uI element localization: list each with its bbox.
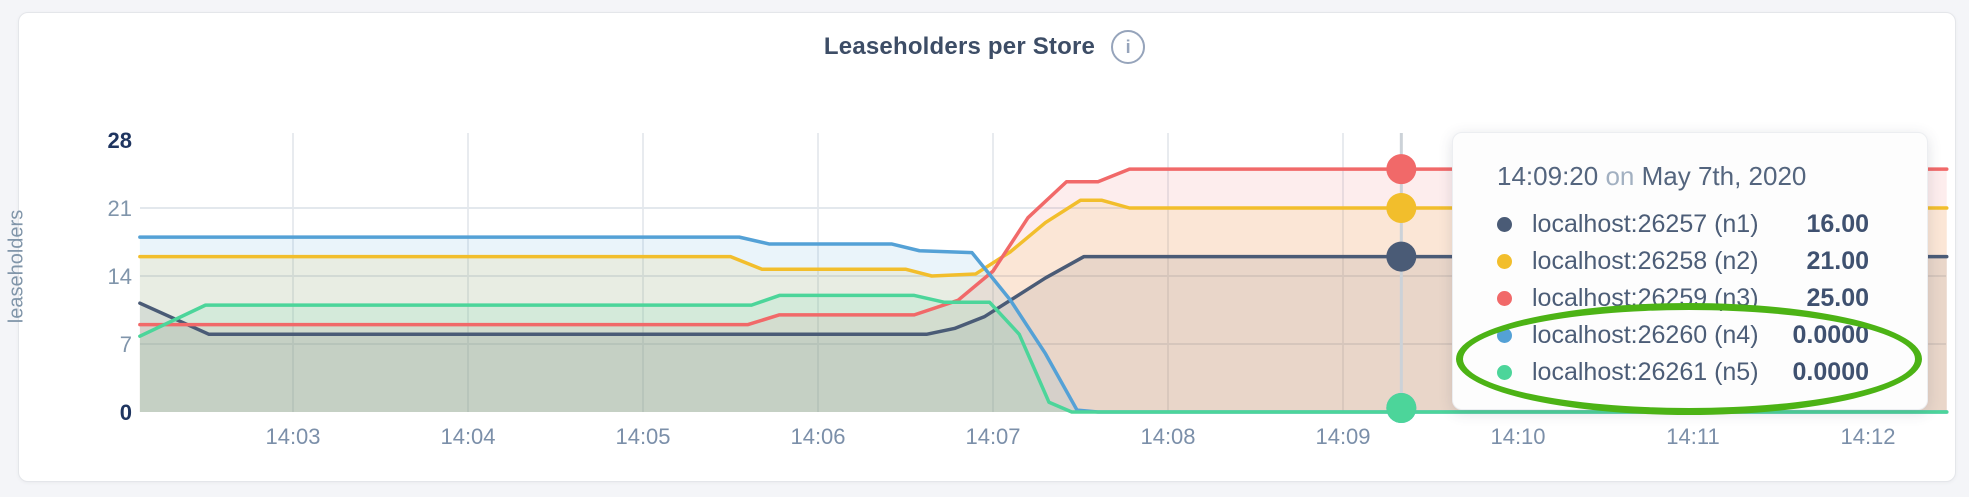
series-color-dot — [1497, 291, 1512, 306]
series-line-n5 — [138, 293, 1949, 414]
chart-header: Leaseholders per Store i — [0, 30, 1969, 64]
series-name: localhost:26258 (n2) — [1532, 247, 1759, 275]
hover-tooltip: 14:09:20 on May 7th, 2020 localhost:2625… — [1452, 132, 1928, 410]
tooltip-row: localhost:26257 (n1) 16.00 — [1497, 206, 1869, 243]
y-tick-label: 7 — [120, 332, 132, 357]
series-value: 0.0000 — [1792, 358, 1869, 386]
y-tick-label: 14 — [108, 264, 132, 289]
y-tick-label: 0 — [120, 400, 132, 425]
x-tick-label: 14:07 — [965, 424, 1020, 449]
x-tick-label: 14:05 — [615, 424, 670, 449]
tooltip-row: localhost:26258 (n2) 21.00 — [1497, 243, 1869, 280]
y-tick-label: 21 — [108, 196, 132, 221]
tooltip-header: 14:09:20 on May 7th, 2020 — [1497, 161, 1869, 192]
x-tick-label: 14:10 — [1490, 424, 1545, 449]
x-tick-label: 14:09 — [1315, 424, 1370, 449]
hover-marker-n3 — [1386, 154, 1417, 185]
series-value: 0.0000 — [1792, 321, 1869, 349]
series-color-dot — [1497, 217, 1512, 232]
series-value: 21.00 — [1806, 247, 1869, 275]
x-tick-label: 14:08 — [1140, 424, 1195, 449]
x-tick-label: 14:06 — [790, 424, 845, 449]
series-area-n4 — [139, 237, 1947, 412]
tooltip-date: May 7th, 2020 — [1641, 161, 1807, 191]
series-name: localhost:26260 (n4) — [1532, 321, 1759, 349]
tooltip-time: 14:09:20 — [1497, 161, 1599, 191]
info-icon[interactable]: i — [1111, 30, 1146, 64]
tooltip-on-word: on — [1605, 161, 1635, 191]
series-color-dot — [1497, 365, 1512, 380]
series-name: localhost:26257 (n1) — [1532, 210, 1759, 238]
series-color-dot — [1497, 254, 1512, 269]
hover-marker-n2 — [1386, 193, 1417, 223]
tooltip-row: localhost:26261 (n5) 0.0000 — [1497, 354, 1869, 391]
series-name: localhost:26261 (n5) — [1532, 358, 1759, 386]
series-color-dot — [1497, 328, 1512, 343]
x-tick-label: 14:11 — [1666, 424, 1719, 449]
tooltip-row: localhost:26259 (n3) 25.00 — [1497, 280, 1869, 317]
series-line-n3 — [138, 167, 1949, 327]
series-name: localhost:26259 (n3) — [1532, 284, 1759, 312]
tooltip-row: localhost:26260 (n4) 0.0000 — [1497, 317, 1869, 354]
series-line-n1 — [138, 254, 1949, 337]
y-tick-label: 28 — [108, 128, 132, 153]
hover-marker-n1 — [1386, 241, 1417, 272]
series-line-n2 — [138, 198, 1949, 278]
tooltip-rows: localhost:26257 (n1) 16.00 localhost:26258… — [1497, 206, 1869, 391]
series-value: 16.00 — [1806, 210, 1869, 238]
x-tick-label: 14:03 — [265, 424, 320, 449]
x-tick-label: 14:12 — [1840, 424, 1895, 449]
chart-title: Leaseholders per Store — [823, 33, 1096, 60]
x-tick-label: 14:04 — [440, 424, 495, 449]
hover-marker-n5 — [1386, 393, 1417, 423]
series-value: 25.00 — [1806, 284, 1869, 312]
y-axis-title: leaseholders — [5, 209, 28, 324]
